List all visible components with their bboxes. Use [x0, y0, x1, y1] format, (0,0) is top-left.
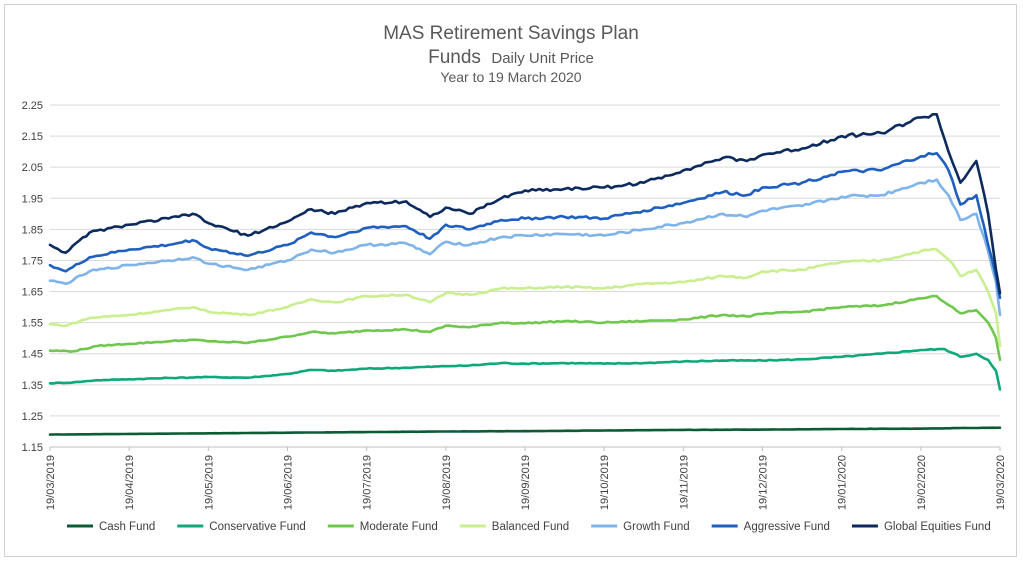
- x-tick-label: 19/12/2019: [758, 455, 770, 510]
- legend-label: Moderate Fund: [360, 521, 438, 533]
- series-line-global-equities-fund: [48, 113, 1002, 295]
- legend: Cash Fund Conservative Fund Moderate Fund B…: [67, 521, 991, 533]
- x-tick-label: 19/02/2020: [916, 455, 928, 510]
- y-tick-label: 2.05: [22, 162, 43, 174]
- y-tick-label: 1.45: [22, 349, 43, 361]
- legend-label: Conservative Fund: [209, 521, 306, 533]
- legend-entry: Moderate Fund: [327, 521, 438, 533]
- legend-label: Aggressive Fund: [744, 521, 830, 533]
- chart-title-line2: Funds Daily Unit Price: [428, 47, 594, 68]
- y-tick-label: 1.65: [22, 287, 43, 299]
- chart-svg: MAS Retirement Savings Plan Funds Daily …: [22, 23, 1007, 533]
- x-tick-label: 19/03/2019: [45, 455, 57, 510]
- x-tick-label: 19/07/2019: [362, 455, 374, 510]
- x-tick-label: 19/09/2019: [520, 455, 532, 510]
- x-tick-label: 19/11/2019: [678, 455, 690, 509]
- y-tick-label: 1.35: [22, 380, 43, 392]
- x-tick-label: 19/01/2020: [837, 455, 849, 510]
- chart-title-line1: MAS Retirement Savings Plan: [383, 23, 639, 44]
- y-tick-label: 1.25: [22, 411, 43, 423]
- legend-label: Cash Fund: [99, 521, 155, 533]
- legend-entry: Growth Fund: [591, 521, 690, 533]
- y-tick-label: 1.55: [22, 318, 43, 330]
- series-line-moderate-fund: [48, 294, 1002, 362]
- y-tick-label: 1.85: [22, 224, 43, 236]
- legend-entry: Balanced Fund: [459, 521, 569, 533]
- y-tick-label: 1.75: [22, 255, 43, 267]
- series-line-balanced-fund: [48, 247, 1002, 348]
- x-tick-label: 19/04/2019: [124, 455, 136, 510]
- legend-label: Balanced Fund: [492, 521, 569, 533]
- legend-label: Growth Fund: [623, 521, 689, 533]
- chart-frame: MAS Retirement Savings Plan Funds Daily …: [4, 4, 1017, 557]
- legend-entry: Global Equities Fund: [851, 521, 991, 533]
- x-tick-label: 19/08/2019: [441, 455, 453, 510]
- x-tick-label: 19/05/2019: [203, 455, 215, 510]
- legend-entry: Aggressive Fund: [711, 521, 830, 533]
- series-line-aggressive-fund: [48, 151, 1002, 300]
- y-tick-label: 1.15: [22, 442, 43, 454]
- x-tick-label: 19/10/2019: [599, 455, 611, 510]
- y-axis-ticks: 1.15 1.25 1.35 1.45 1.55 1.65 1.75 1.85 1.95 2.05…: [22, 100, 43, 454]
- series-line-growth-fund: [48, 178, 1002, 317]
- chart-title-line2-big: Funds: [428, 47, 481, 68]
- chart-subtitle: Year to 19 March 2020: [440, 69, 581, 85]
- series-line-cash-fund: [48, 426, 1002, 436]
- x-axis-ticks: 19/03/2019 19/04/2019 19/05/2019 19/06/2019…: [45, 447, 1007, 510]
- x-tick-label: 19/03/2020: [995, 455, 1007, 510]
- y-tick-label: 2.25: [22, 100, 43, 112]
- y-tick-label: 2.15: [22, 131, 43, 143]
- x-tick-label: 19/06/2019: [283, 455, 295, 510]
- legend-entry: Cash Fund: [67, 521, 155, 533]
- y-tick-label: 1.95: [22, 193, 43, 205]
- grid-layer: [50, 104, 1000, 448]
- chart-title-line2-small: Daily Unit Price: [491, 50, 594, 67]
- legend-label: Global Equities Fund: [884, 521, 991, 533]
- legend-entry: Conservative Fund: [177, 521, 306, 533]
- series-line-conservative-fund: [48, 347, 1002, 391]
- series-layer: [48, 113, 1002, 436]
